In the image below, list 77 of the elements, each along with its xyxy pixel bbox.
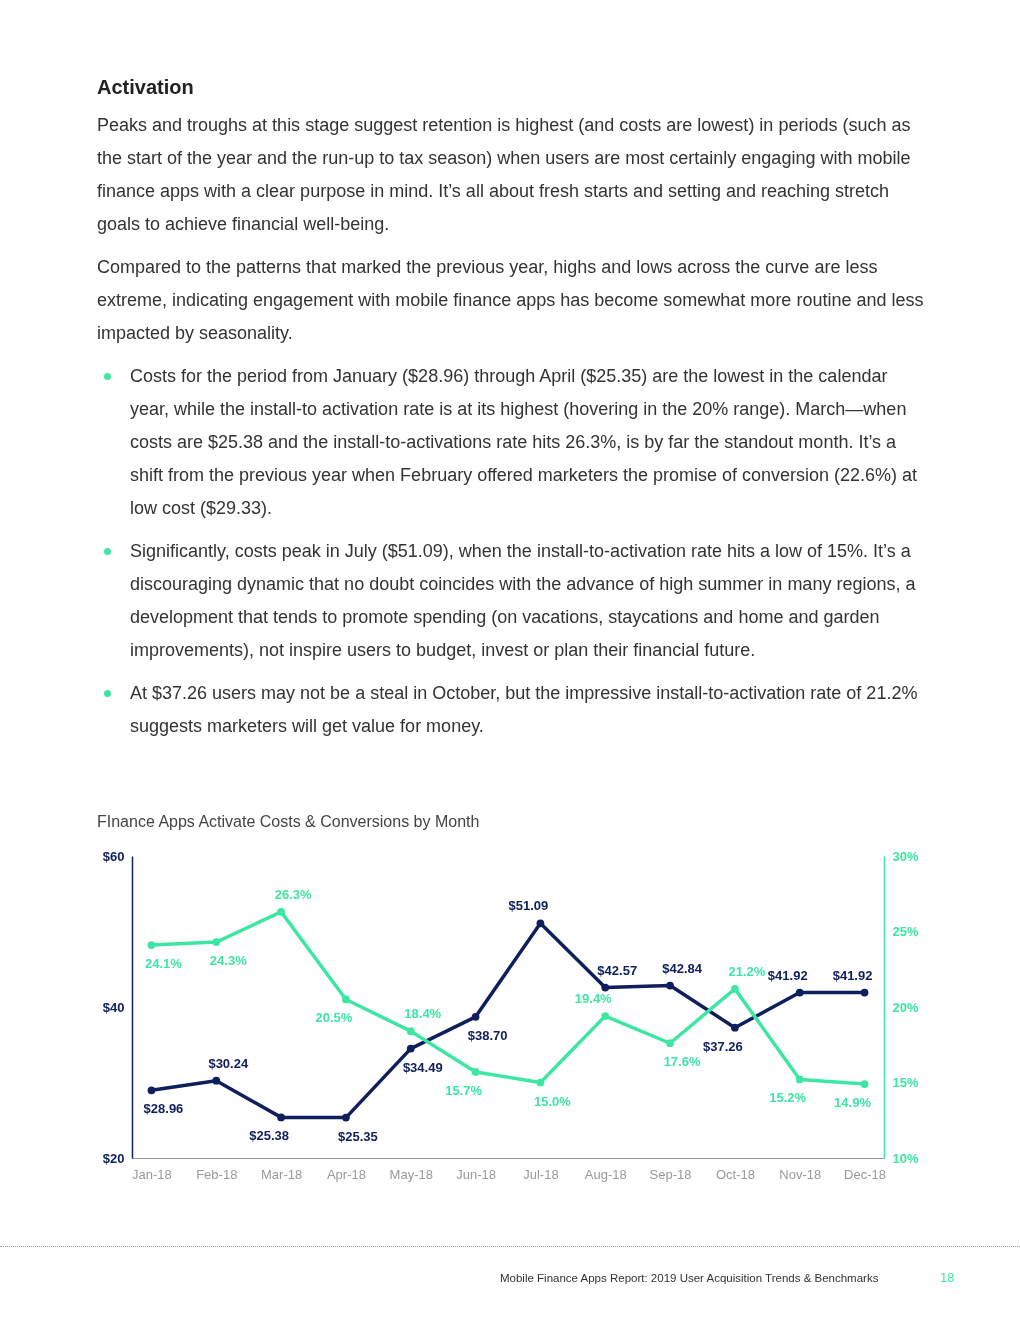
data-label: $38.70	[467, 1027, 508, 1043]
point	[277, 908, 285, 916]
point	[860, 988, 869, 997]
x-tick-label: Apr-18	[326, 1166, 366, 1182]
data-label: 14.9%	[834, 1095, 872, 1111]
point	[471, 1068, 480, 1076]
data-label: 19.4%	[574, 991, 613, 1007]
x-tick-label: Aug-18	[584, 1166, 627, 1182]
data-label: $37.26	[703, 1038, 743, 1054]
point	[536, 1078, 545, 1087]
data-label: $30.24	[208, 1055, 249, 1071]
y2-tick-label: 30%	[892, 848, 919, 864]
y2-tick-label: 20%	[892, 999, 919, 1015]
data-label: 21.2%	[728, 963, 766, 979]
point	[147, 1086, 156, 1095]
point	[212, 1076, 221, 1085]
data-label: $41.92	[832, 967, 873, 983]
x-tick-label: Jan-18	[132, 1166, 172, 1182]
x-tick-label: Feb-18	[196, 1166, 238, 1182]
point	[342, 1113, 350, 1122]
data-label: 24.1%	[145, 956, 183, 972]
text: 18	[940, 1270, 955, 1285]
y-tick-label: $20	[102, 1150, 125, 1166]
chart-title: FInance Apps Activate Costs & Conversions by Month	[97, 813, 481, 831]
point	[731, 1023, 739, 1032]
x-tick-label: Jul-18	[523, 1166, 559, 1182]
data-label: $51.09	[508, 898, 549, 914]
x-tick-label: Sep-18	[649, 1166, 692, 1182]
point	[601, 983, 610, 992]
data-label: 15.0%	[533, 1093, 572, 1109]
data-label: $42.57	[597, 962, 638, 978]
text: Costs for the period from January ($28.96) through April ($25.35) are the lowest in the calendar year, while the install-to activation rate is at its highest (hovering in the 20% range). March—when costs are $25.38 and the install-to-activations rate hits 26.3%, is by far the standout month. It’s a shift from the previous year when February offered marketers the promise of conversion (22.6%) at low cost ($29.33).	[130, 365, 919, 520]
point	[406, 1044, 415, 1053]
y2-tick-label: 25%	[892, 924, 919, 939]
point	[860, 1080, 869, 1088]
x-tick-label: Mar-18	[261, 1166, 303, 1182]
data-label: $28.96	[143, 1101, 184, 1117]
data-label: $41.92	[767, 967, 808, 983]
point	[147, 941, 156, 949]
data-label: $25.35	[338, 1128, 378, 1144]
text: At $37.26 users may not be a steal in October, but the impressive install-to-activation rate of 21.2% suggests marketers will get value for money.	[130, 682, 919, 738]
text: Significantly, costs peak in July ($51.09), when the install-to-activation rate hits a low of 15%. It’s a discouraging dynamic that no doubt coincides with the advance of high summer in many regions, a development that tends to promote spending (on vacations, staycations and home and garden improvements), not inspire users to budget, invest or plan their financial future.	[130, 540, 917, 662]
data-label: 24.3%	[209, 953, 248, 969]
y-tick-label: $60	[102, 848, 125, 864]
point	[277, 1113, 285, 1122]
y2-tick-label: 15%	[892, 1075, 919, 1090]
point	[795, 988, 804, 997]
point	[731, 985, 739, 993]
text: Activation	[97, 76, 195, 99]
data-label: 18.4%	[404, 1006, 442, 1022]
y-tick-label: $40	[102, 999, 125, 1015]
point	[212, 938, 221, 946]
data-label: $34.49	[402, 1059, 443, 1075]
x-tick-label: Nov-18	[779, 1166, 822, 1182]
data-label: 15.2%	[769, 1090, 807, 1106]
point	[666, 981, 674, 990]
x-tick-label: Jun-18	[456, 1166, 496, 1182]
point	[342, 995, 350, 1004]
data-label: 20.5%	[315, 1010, 353, 1026]
y2-tick-label: 10%	[892, 1150, 919, 1166]
text: Peaks and troughs at this stage suggest retention is highest (and costs are lowest) in periods (such as the start of the year and the run-up to tax season) when users are most certainly engaging with mobile finance apps with a clear purpose in mind. It’s all about fresh starts and setting and reaching stretch goals to achieve financial well-being.	[97, 114, 912, 236]
x-tick-label: Oct-18	[715, 1166, 755, 1182]
point	[795, 1075, 804, 1084]
point	[666, 1039, 674, 1048]
x-tick-label: May-18	[389, 1166, 433, 1182]
data-label: $42.84	[662, 960, 703, 976]
data-label: 17.6%	[663, 1054, 701, 1070]
data-label: 15.7%	[445, 1082, 483, 1098]
point	[536, 919, 545, 928]
data-label: $25.38	[249, 1128, 289, 1144]
text: Compared to the patterns that marked the previous year, highs and lows across the curve are less extreme, indicating engagement with mobile finance apps has become somewhat more routine and less impacted by seasonality.	[97, 256, 925, 345]
point	[406, 1027, 415, 1036]
point	[601, 1012, 610, 1020]
text: Mobile Finance Apps Report: 2019 User Acquisition Trends & Benchmarks	[500, 1272, 879, 1284]
x-tick-label: Dec-18	[844, 1166, 887, 1182]
point	[471, 1012, 480, 1021]
data-label: 26.3%	[274, 886, 312, 902]
